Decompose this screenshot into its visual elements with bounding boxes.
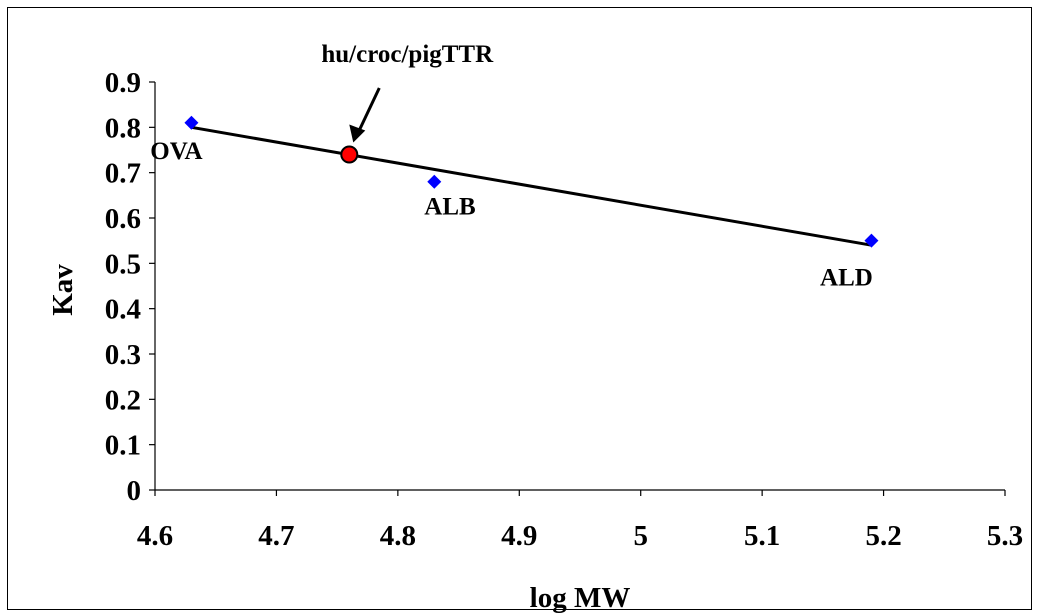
y-tick-label: 0.6 <box>105 203 141 235</box>
tick-labels: 0 0.1 0.2 0.3 0.4 0.5 0.6 0.7 0.8 0.9 4.6 4.7 4.8 4.9… <box>105 67 1023 552</box>
data-point-ova <box>184 115 199 130</box>
y-tick-label: 0.2 <box>105 384 141 416</box>
sample-arrow-shaft <box>355 87 381 136</box>
x-tick-label: 5 <box>633 520 648 552</box>
plot-marks: OVA ALB ALD hu/croc/pigTTR <box>150 41 879 292</box>
sample-arrow-head <box>349 124 366 143</box>
y-axis-title: Kav <box>47 264 79 316</box>
sample-point <box>340 145 359 164</box>
chart-frame <box>7 7 1032 610</box>
y-tick-label: 0.1 <box>105 430 141 462</box>
y-tick-label: 0.4 <box>105 294 141 326</box>
data-label-ova: OVA <box>150 138 202 165</box>
y-tick-label: 0.8 <box>105 112 141 144</box>
data-label-alb: ALB <box>424 194 475 221</box>
data-point-alb <box>427 174 442 189</box>
fit-line <box>191 125 872 247</box>
axes <box>149 81 1006 496</box>
x-tick-label: 5.3 <box>987 520 1023 552</box>
x-tick-label: 5.2 <box>865 520 901 552</box>
y-tick-label: 0.3 <box>105 339 141 371</box>
x-tick-label: 4.6 <box>137 520 173 552</box>
x-tick-label: 5.1 <box>744 520 780 552</box>
sample-label: hu/croc/pigTTR <box>321 41 494 68</box>
y-tick-label: 0.7 <box>105 158 141 190</box>
y-tick-label: 0.5 <box>105 248 141 280</box>
data-point-ald <box>864 233 879 248</box>
y-tick-label: 0 <box>127 475 142 507</box>
x-axis-title: log MW <box>530 582 631 614</box>
data-label-ald: ALD <box>820 265 873 292</box>
y-tick-label: 0.9 <box>105 67 141 99</box>
x-tick-label: 4.7 <box>258 520 294 552</box>
x-tick-label: 4.8 <box>380 520 416 552</box>
x-tick-label: 4.9 <box>501 520 537 552</box>
